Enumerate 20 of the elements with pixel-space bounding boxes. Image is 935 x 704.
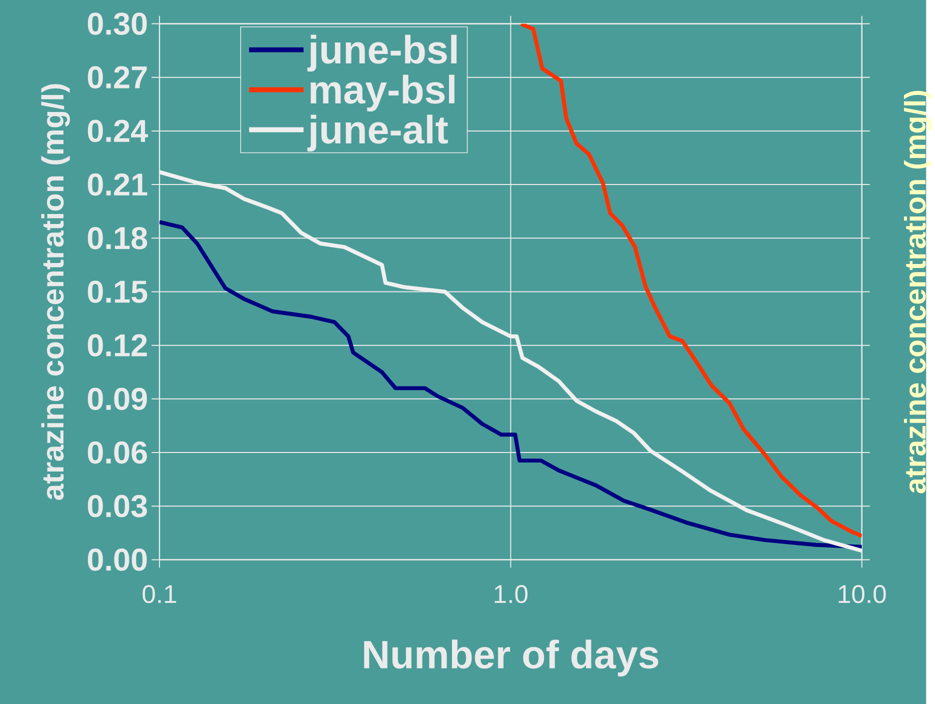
- legend-label: june-alt: [307, 114, 448, 152]
- y-axis-title: atrazine concentration (mg/l): [41, 84, 70, 500]
- y-tick-label: 0.00: [88, 548, 147, 571]
- x-tick-label: 10.0: [838, 584, 886, 603]
- y-tick-label: 0.03: [88, 494, 147, 518]
- x-axis-title: Number of days: [364, 639, 658, 676]
- y-tick-label: 0.18: [88, 226, 148, 250]
- y-tick-label: 0.24: [88, 120, 148, 142]
- y-tick-label: 0.30: [88, 12, 147, 35]
- y2-axis-title: atrazine concentration (mg/l): [904, 90, 932, 494]
- legend-label: june-bsl: [307, 34, 457, 72]
- y-tick-label: 0.15: [88, 280, 148, 303]
- y-tick-label: 0.21: [88, 173, 148, 196]
- x-tick-label: 0.1: [142, 584, 176, 603]
- y-tick-label: 0.09: [88, 388, 147, 410]
- x-tick-label: 1.0: [494, 584, 528, 603]
- y-tick-label: 0.12: [88, 334, 147, 356]
- legend-label: may-bsl: [310, 74, 454, 112]
- y-tick-label: 0.06: [88, 441, 147, 464]
- y-tick-label: 0.27: [88, 66, 147, 88]
